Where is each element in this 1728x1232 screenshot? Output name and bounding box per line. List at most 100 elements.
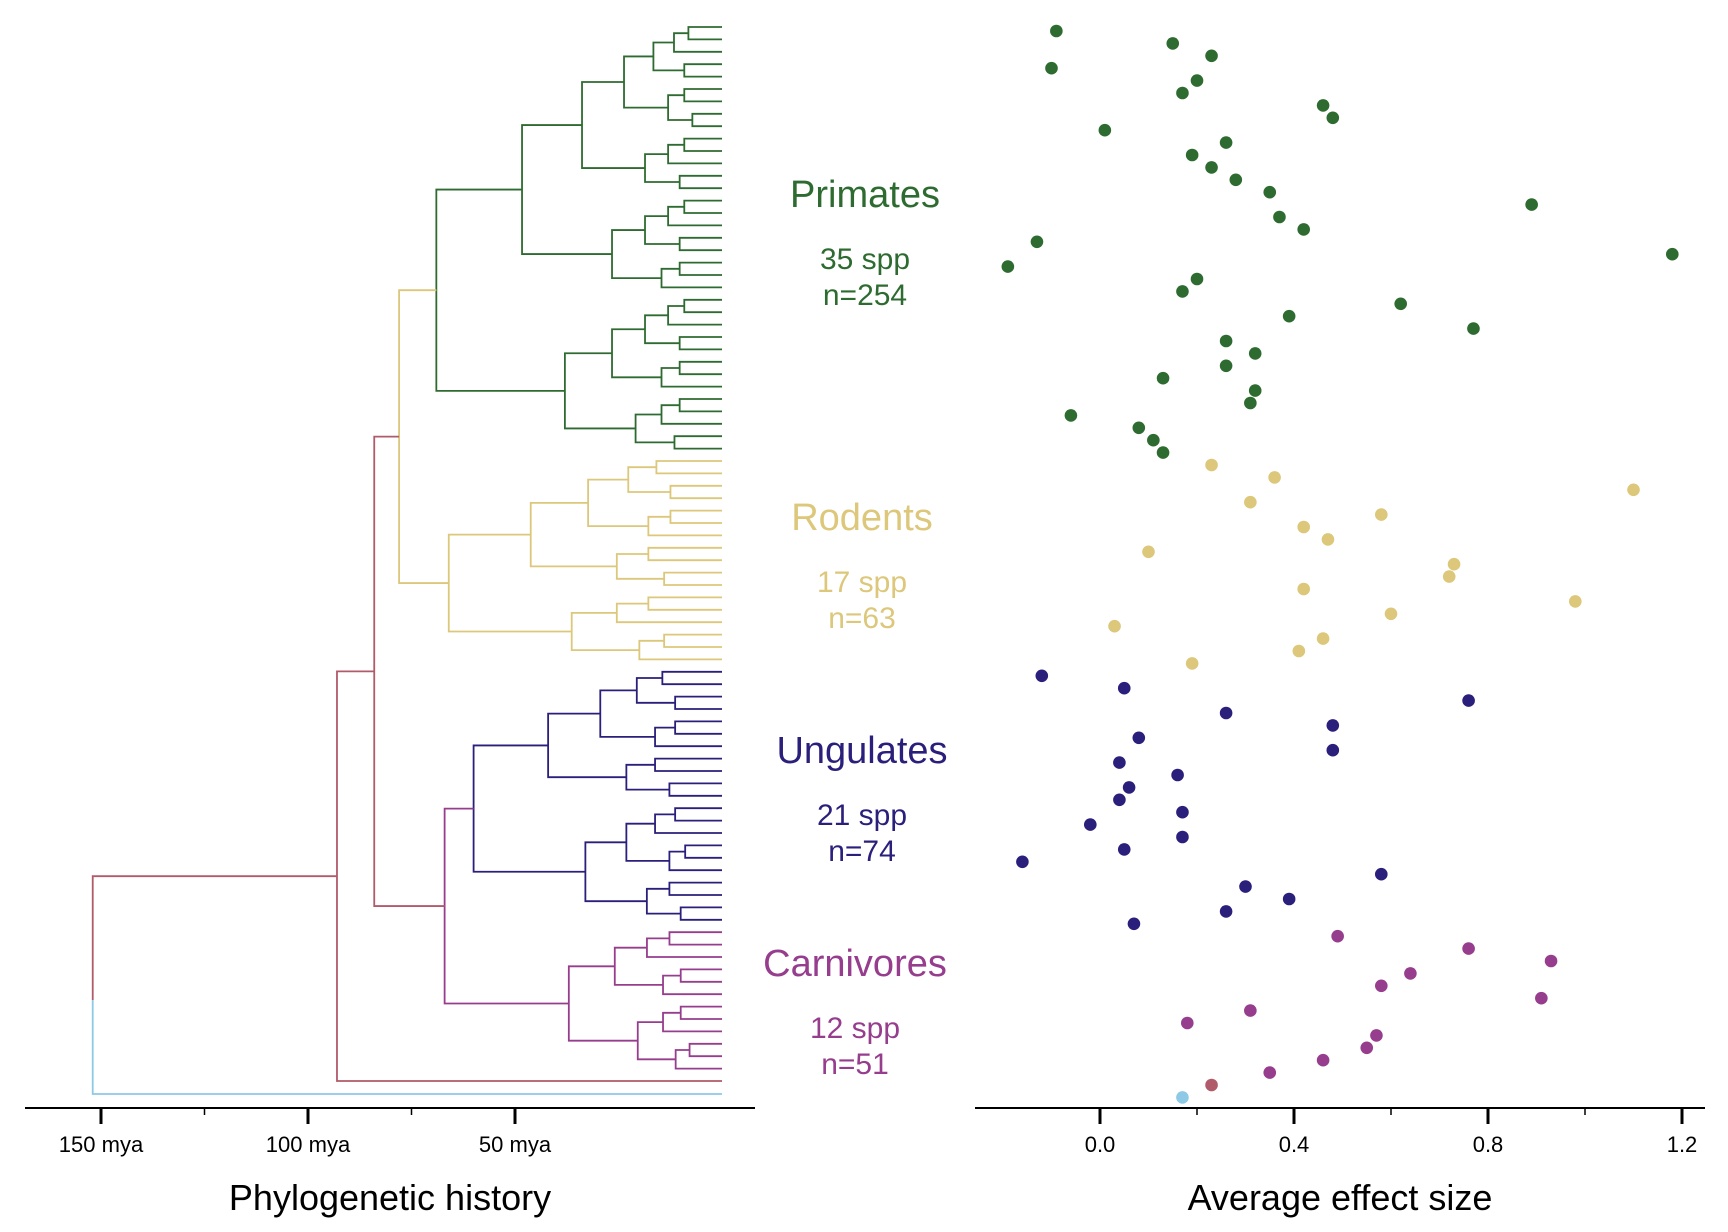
rodents-effect-point [1447, 557, 1461, 571]
primates-clade-branch [611, 229, 662, 279]
carnivores-label: Carnivores [763, 943, 947, 985]
rodents-effect-point [1316, 632, 1330, 645]
primates-effect-point [1064, 409, 1078, 422]
primates-effect-point [1263, 185, 1277, 199]
phylogeny-tick-label: 100 mya [266, 1132, 351, 1157]
ungulates-effect-point [1462, 694, 1475, 707]
ungulates-clade-branch [674, 695, 722, 710]
primates-clade-branch [611, 328, 662, 379]
carnivores-effect-point [1263, 1066, 1277, 1079]
primates-effect-point [1045, 61, 1058, 75]
rodents-clade-branch [570, 612, 640, 651]
rodents-label: Rodents [791, 497, 933, 539]
primates-clade-branch [521, 124, 613, 255]
primates-effect-point [1166, 37, 1180, 50]
ungulates-clade-branch [668, 850, 722, 872]
primates-effect-point [1316, 99, 1330, 112]
rodents-effect-point [1185, 657, 1199, 670]
rodents-clade-branch [447, 533, 572, 633]
ungulates-clade-branch [668, 782, 722, 797]
rodents-clade-branch [627, 466, 671, 493]
primates-clade-branch [623, 55, 669, 109]
ungulates-effect-point [1113, 793, 1126, 807]
carnivores-clade-branch [674, 1049, 722, 1070]
carnivores-clade-branch [662, 974, 722, 996]
ungulates-effect-point [1016, 855, 1029, 869]
primates-label: Primates [790, 174, 940, 216]
placental-branch [336, 670, 722, 1082]
ungulates-effect-point [1035, 669, 1049, 683]
ungulates-clade-branch [625, 822, 670, 862]
ungulates-effect-point [1132, 731, 1146, 745]
ungulates-sample-size: n=74 [828, 835, 896, 868]
ungulates-effect-point [1326, 719, 1340, 732]
carnivores-clade-branch [613, 946, 664, 986]
primates-effect-point [1219, 136, 1233, 149]
ungulates-clade-branch [674, 720, 722, 735]
primates-clade-branch [644, 314, 680, 345]
carnivores-effect-point [1535, 991, 1548, 1005]
effect-size-tick-label: 1.2 [1667, 1132, 1698, 1157]
primates-effect-point [1282, 309, 1296, 323]
effect-size-axis: 0.0 0.4 0.8 1.2 [975, 1107, 1705, 1157]
primates-clade-branch [678, 236, 722, 252]
ungulates-clade-branch [654, 726, 722, 748]
ungulates-effect-point [1219, 905, 1233, 918]
rodents-clade-branch [663, 633, 722, 648]
ungulates-effect-point [1219, 706, 1233, 720]
root-effect-point [1205, 1078, 1218, 1092]
primates-sample-size: n=254 [823, 279, 907, 312]
primates-clade-branch [652, 41, 685, 72]
boreoeutheria-branch [373, 435, 445, 907]
ungulates-clade-branch [645, 887, 681, 915]
carnivores-effect-point [1544, 954, 1558, 968]
carnivores-effect-point [1181, 1016, 1194, 1030]
effect-size-tick-label: 0.0 [1085, 1132, 1116, 1157]
primates-clade-branch [683, 298, 722, 314]
ungulates-clade-branch [584, 841, 647, 903]
carnivores-clade-branch [668, 931, 722, 946]
rodents-clade-branch [669, 484, 722, 500]
primates-clade-branch [634, 413, 675, 444]
ungulates-clade-branch [635, 677, 676, 704]
ungulates-clade-branch [625, 763, 670, 791]
carnivores-effect-point [1316, 1053, 1330, 1067]
carnivores-clade-branch [679, 1005, 722, 1020]
primates-species-count: 35 spp [820, 243, 910, 276]
ungulates-clade-branch [661, 670, 722, 686]
primates-effect-point [1030, 235, 1044, 249]
ungulates-effect-point [1117, 681, 1131, 695]
primates-clade-branch [667, 143, 722, 165]
laurasiatheria-branch [443, 807, 569, 1005]
primates-effect-point [1248, 384, 1262, 397]
effect-size-axis-title: Average effect size [1188, 1177, 1493, 1218]
carnivores-clade-branch [636, 1021, 676, 1061]
primates-effect-point [1205, 161, 1218, 174]
rodents-effect-point [1297, 582, 1310, 596]
rodents-clade-branch [615, 553, 665, 580]
euarchontoglires-branch [398, 289, 449, 584]
rodents-sample-size: n=63 [828, 602, 896, 635]
ungulates-effect-point [1127, 917, 1141, 931]
ungulates-clade-branch [668, 881, 722, 896]
primates-effect-point [1156, 371, 1170, 385]
rodents-effect-point [1569, 595, 1582, 608]
primates-clade-branch [683, 199, 722, 214]
primates-clade-branch [683, 137, 722, 152]
ungulates-effect-point [1375, 867, 1388, 881]
primates-effect-point [1176, 86, 1189, 100]
primates-effect-point [1205, 49, 1218, 63]
primates-clade-branch [683, 63, 722, 78]
ungulates-effect-point [1326, 743, 1340, 757]
rodents-effect-point [1627, 483, 1640, 497]
primates-effect-point [1219, 359, 1233, 373]
primates-clade-branch [660, 404, 722, 425]
rodents-clade-branch [647, 546, 722, 562]
rodents-effect-point [1442, 570, 1456, 583]
primates-clade-branch [678, 398, 722, 413]
ungulates-clade-branch [684, 844, 722, 859]
primates-clade-branch [667, 205, 722, 227]
primates-effect-point [1147, 433, 1160, 447]
carnivores-clade-branch [646, 937, 722, 958]
